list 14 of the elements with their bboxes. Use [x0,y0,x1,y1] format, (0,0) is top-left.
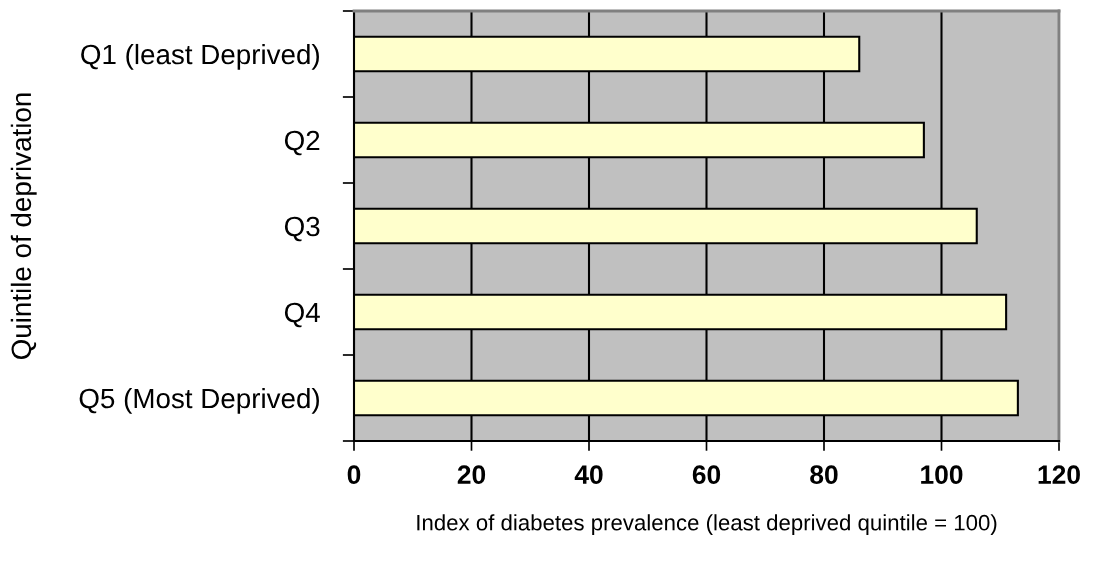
x-tick-label: 20 [457,465,486,484]
y-axis-title: Quintile of deprivation [10,93,37,360]
y-tick-label: Q3 [284,216,320,242]
y-tick-label: Q5 (Most Deprived) [79,387,319,414]
y-tick-label: Q1 (least Deprived) [81,43,319,70]
y-tick-label: Q2 [284,130,320,156]
x-tick-label: 40 [574,465,603,484]
x-tick-label: 100 [921,465,963,484]
x-tick-label: 60 [692,465,721,484]
x-tick-label: 80 [810,465,838,484]
x-tick-label: 0 [347,465,361,484]
y-tick-label: Q4 [284,302,320,328]
x-axis-title: Index of diabetes prevalence (least deprived quintile = 100) [417,514,997,535]
x-tick-label: 120 [1038,465,1080,484]
